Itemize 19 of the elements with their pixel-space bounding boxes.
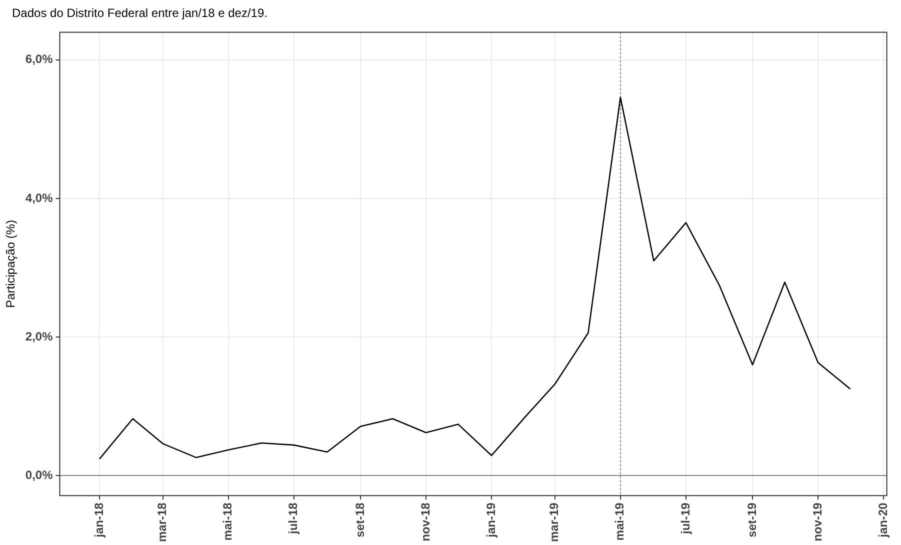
x-tick-label: mai-19 — [612, 502, 627, 541]
x-tick-label: mar-19 — [547, 502, 562, 542]
x-tick-label: jul-18 — [286, 502, 300, 535]
y-tick-label: 6,0% — [25, 52, 54, 66]
x-tick-label: jan-18 — [92, 502, 106, 538]
y-tick-label: 0,0% — [25, 468, 54, 482]
x-tick-label: mai-18 — [220, 502, 235, 541]
x-tick-label: set-18 — [352, 502, 367, 538]
y-axis-title: Participação (%) — [4, 220, 18, 308]
x-tick-label: jan-19 — [484, 502, 498, 538]
x-tick-label: jan-20 — [876, 502, 890, 538]
y-tick-label: 4,0% — [25, 190, 54, 205]
x-tick-label: set-19 — [744, 502, 759, 538]
y-tick-label: 2,0% — [25, 329, 54, 344]
x-tick-label: jul-19 — [678, 502, 692, 535]
chart-title: Dados do Distrito Federal entre jan/18 e dez/19. — [12, 6, 268, 20]
x-tick-label: nov-19 — [810, 502, 824, 542]
x-tick-label: nov-18 — [418, 502, 432, 542]
x-tick-label: mar-18 — [155, 502, 170, 542]
